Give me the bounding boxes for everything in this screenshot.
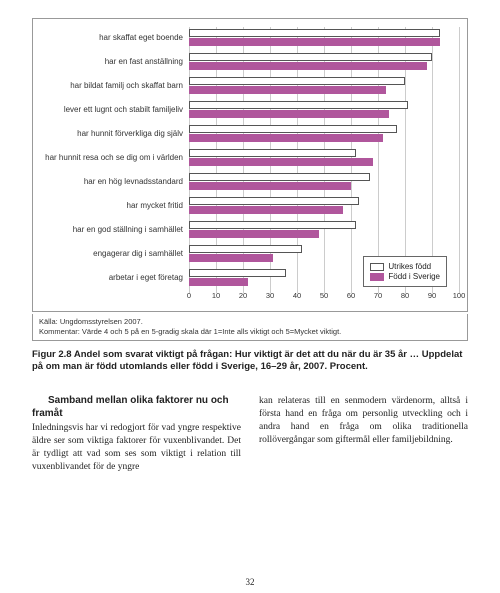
category-label: har mycket fritid — [41, 202, 189, 211]
bar-sverige — [189, 86, 386, 94]
right-column: kan relateras till en senmodern värdenor… — [259, 395, 468, 473]
bar-sverige — [189, 230, 319, 238]
category-label: har hunnit resa och se dig om i världen — [41, 154, 189, 163]
bar-sverige — [189, 62, 427, 70]
bar-sverige — [189, 110, 389, 118]
category-label: har bildat familj och skaffat barn — [41, 82, 189, 91]
bar-utrikes — [189, 101, 408, 109]
bar-utrikes — [189, 269, 286, 277]
bar-utrikes — [189, 29, 440, 37]
bar-sverige — [189, 134, 383, 142]
left-column: Samband mellan olika faktorer nu och fra… — [32, 395, 241, 473]
bar-utrikes — [189, 149, 356, 157]
category-label: har hunnit förverkliga dig själv — [41, 130, 189, 139]
page-number: 32 — [0, 577, 500, 587]
source-line1: Källa: Ungdomsstyrelsen 2007. — [39, 317, 461, 327]
bar-row: har en hög levnadsstandard — [41, 171, 459, 193]
bar-sverige — [189, 278, 248, 286]
category-label: har en hög levnadsstandard — [41, 178, 189, 187]
x-tick: 80 — [401, 291, 409, 300]
source-box: Källa: Ungdomsstyrelsen 2007. Kommentar:… — [32, 314, 468, 341]
category-label: lever ett lugnt och stabilt familjeliv — [41, 106, 189, 115]
bar-utrikes — [189, 53, 432, 61]
bar-utrikes — [189, 245, 302, 253]
bar-row: har skaffat eget boende — [41, 27, 459, 49]
legend-label-utrikes: Utrikes född — [388, 262, 431, 271]
x-tick: 50 — [320, 291, 328, 300]
legend-label-sverige: Född i Sverige — [388, 272, 440, 281]
x-tick: 30 — [266, 291, 274, 300]
x-tick: 0 — [187, 291, 191, 300]
bar-track — [189, 195, 459, 217]
x-tick: 10 — [212, 291, 220, 300]
bar-utrikes — [189, 125, 397, 133]
category-label: arbetar i eget företag — [41, 274, 189, 283]
section-heading: Samband mellan olika faktorer nu och fra… — [32, 395, 241, 420]
category-label: engagerar dig i samhället — [41, 250, 189, 259]
x-tick: 40 — [293, 291, 301, 300]
source-line2: Kommentar: Värde 4 och 5 på en 5-gradig … — [39, 327, 461, 337]
x-axis: 0102030405060708090100 — [41, 291, 459, 305]
bar-sverige — [189, 158, 373, 166]
legend: Utrikes född Född i Sverige — [363, 256, 447, 287]
bar-track — [189, 51, 459, 73]
bar-track — [189, 171, 459, 193]
legend-item-sverige: Född i Sverige — [370, 272, 440, 281]
bar-row: har en fast anställning — [41, 51, 459, 73]
bar-sverige — [189, 182, 351, 190]
bar-utrikes — [189, 77, 405, 85]
bar-utrikes — [189, 197, 359, 205]
plot-area: har skaffat eget boende har en fast anstä… — [41, 27, 459, 307]
bar-sverige — [189, 38, 440, 46]
bar-track — [189, 75, 459, 97]
bar-row: har hunnit förverkliga dig själv — [41, 123, 459, 145]
legend-swatch-sverige — [370, 273, 384, 281]
figure-caption: Figur 2.8 Andel som svarat viktigt på fr… — [32, 349, 468, 374]
bar-row: har hunnit resa och se dig om i världen — [41, 147, 459, 169]
text-columns: Samband mellan olika faktorer nu och fra… — [32, 395, 468, 473]
category-label: har en god ställning i samhället — [41, 226, 189, 235]
category-label: har en fast anställning — [41, 58, 189, 67]
bar-utrikes — [189, 173, 370, 181]
bars-host: har skaffat eget boende har en fast anstä… — [41, 27, 459, 289]
bar-row: har mycket fritid — [41, 195, 459, 217]
x-tick: 60 — [347, 291, 355, 300]
legend-item-utrikes: Utrikes född — [370, 262, 440, 271]
bar-row: lever ett lugnt och stabilt familjeliv — [41, 99, 459, 121]
x-tick: 100 — [453, 291, 466, 300]
bar-row: har bildat familj och skaffat barn — [41, 75, 459, 97]
bar-track — [189, 147, 459, 169]
x-tick: 70 — [374, 291, 382, 300]
category-label: har skaffat eget boende — [41, 34, 189, 43]
legend-swatch-utrikes — [370, 263, 384, 271]
bar-track — [189, 99, 459, 121]
x-tick: 90 — [428, 291, 436, 300]
body-left: Inledningsvis har vi redogjort för vad y… — [32, 422, 241, 473]
bar-sverige — [189, 254, 273, 262]
bar-row: har en god ställning i samhället — [41, 219, 459, 241]
bar-sverige — [189, 206, 343, 214]
bar-track — [189, 123, 459, 145]
chart-container: har skaffat eget boende har en fast anstä… — [32, 18, 468, 312]
bar-utrikes — [189, 221, 356, 229]
bar-track — [189, 219, 459, 241]
bar-track — [189, 27, 459, 49]
x-tick: 20 — [239, 291, 247, 300]
body-right: kan relateras till en senmodern värdenor… — [259, 395, 468, 446]
